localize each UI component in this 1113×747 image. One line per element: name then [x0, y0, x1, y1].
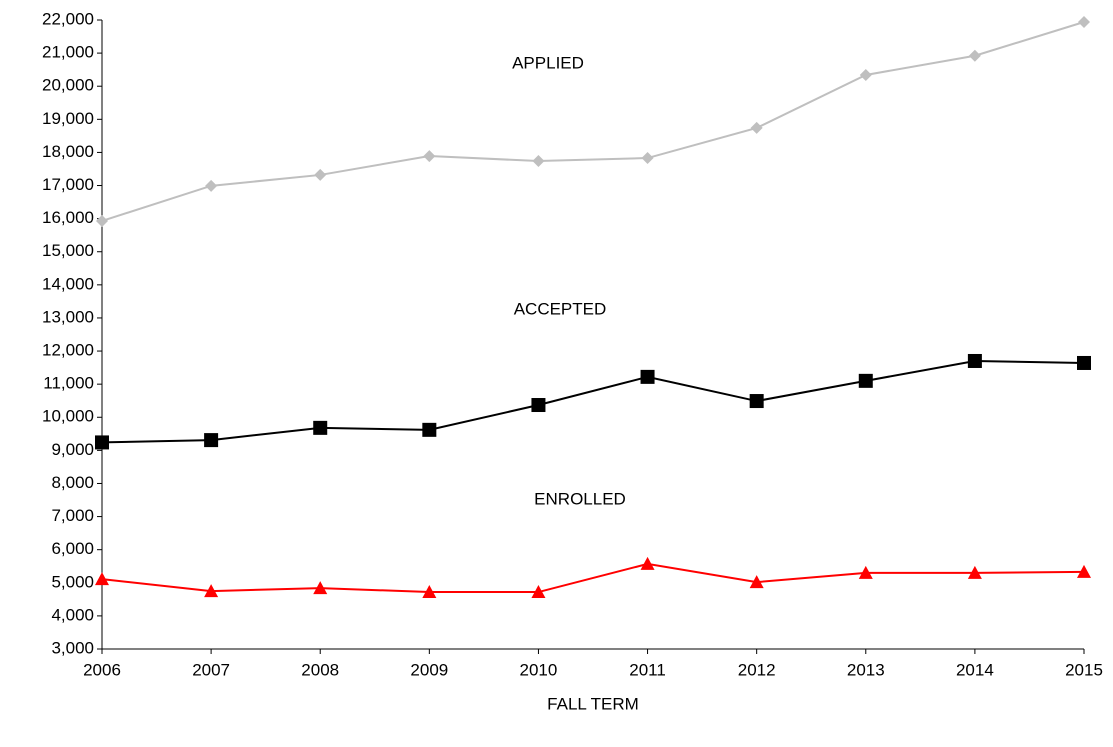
x-tick-label: 2007 — [192, 660, 230, 679]
point — [95, 572, 109, 586]
y-tick-label: 14,000 — [42, 274, 94, 293]
x-tick-label: 2006 — [83, 660, 121, 679]
x-axis-label: FALL TERM — [547, 694, 639, 713]
y-tick-label: 12,000 — [42, 341, 94, 360]
y-tick-label: 10,000 — [42, 407, 94, 426]
point — [423, 150, 436, 163]
point — [858, 373, 873, 388]
x-tick-label: 2008 — [301, 660, 339, 679]
point — [95, 435, 109, 450]
point — [967, 353, 982, 368]
point — [749, 394, 764, 409]
y-tick-label: 11,000 — [43, 374, 94, 393]
y-tick-label: 4,000 — [51, 605, 94, 624]
series-line — [101, 21, 1085, 222]
y-tick-label: 19,000 — [42, 109, 94, 128]
y-tick-label: 6,000 — [51, 539, 94, 558]
x-tick-label: 2015 — [1065, 660, 1103, 679]
y-tick-label: 15,000 — [42, 241, 94, 260]
point — [314, 168, 327, 181]
point — [531, 398, 546, 413]
point — [422, 422, 437, 437]
y-tick-label: 13,000 — [42, 307, 94, 326]
point — [422, 585, 437, 599]
point — [640, 369, 655, 384]
point — [1077, 355, 1091, 370]
point — [204, 584, 219, 598]
y-tick-label: 21,000 — [42, 43, 94, 62]
point — [640, 556, 655, 570]
point — [968, 49, 981, 62]
y-tick-label: 18,000 — [42, 142, 94, 161]
point — [1078, 15, 1090, 28]
y-tick-label: 9,000 — [51, 440, 94, 459]
series-label: ACCEPTED — [514, 299, 607, 318]
y-tick-label: 16,000 — [42, 208, 94, 227]
x-tick-label: 2011 — [629, 660, 666, 679]
point — [1077, 564, 1091, 578]
y-tick-label: 7,000 — [51, 506, 94, 525]
y-tick-label: 17,000 — [42, 175, 94, 194]
x-tick-label: 2009 — [410, 660, 448, 679]
point — [313, 581, 328, 595]
y-tick-label: 5,000 — [51, 572, 94, 591]
point — [749, 575, 764, 589]
point — [205, 179, 218, 192]
x-tick-label: 2014 — [956, 660, 994, 679]
x-tick-label: 2013 — [847, 660, 885, 679]
x-tick-label: 2012 — [738, 660, 776, 679]
point — [204, 433, 219, 448]
y-tick-label: 20,000 — [42, 76, 94, 95]
x-tick-label: 2010 — [520, 660, 558, 679]
series-line — [101, 562, 1085, 594]
y-tick-label: 22,000 — [42, 9, 94, 28]
series-label: APPLIED — [512, 53, 584, 72]
point — [641, 152, 654, 165]
y-tick-label: 3,000 — [51, 638, 94, 657]
series-line — [101, 359, 1085, 444]
series-label: ENROLLED — [534, 489, 626, 508]
point — [967, 565, 982, 579]
point — [858, 565, 873, 579]
point — [531, 585, 546, 599]
point — [532, 155, 545, 168]
point — [96, 214, 108, 227]
y-tick-label: 8,000 — [51, 473, 94, 492]
point — [313, 420, 328, 435]
point — [859, 68, 872, 81]
point — [750, 121, 763, 134]
